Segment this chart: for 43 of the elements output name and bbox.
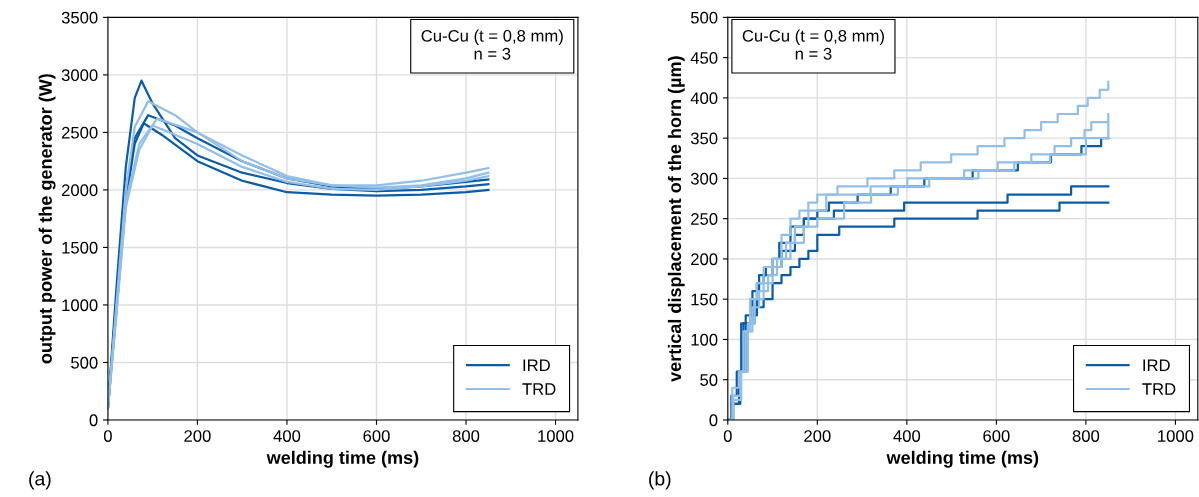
x-tick-label: 1000 bbox=[538, 430, 574, 442]
x-tick-label: 800 bbox=[452, 430, 480, 442]
legend-label: IRD bbox=[1143, 359, 1170, 371]
x-tick-label: 400 bbox=[893, 430, 921, 442]
y-tick-label: 350 bbox=[690, 132, 718, 145]
x-axis-title: welding time (ms) bbox=[266, 450, 419, 468]
text: (a) bbox=[29, 471, 51, 490]
x-axis-title: welding time (ms) bbox=[886, 450, 1039, 468]
annotation: Cu-Cu (t = 0,8 mm) n = 3 bbox=[421, 29, 563, 60]
annotation: Cu-Cu (t = 0,8 mm) n = 3 bbox=[742, 29, 884, 60]
x-tick-label: 400 bbox=[273, 430, 301, 442]
y-axis-title: vertical displacement of the horn (µm) bbox=[667, 56, 685, 382]
y-tick-label: 400 bbox=[690, 92, 718, 105]
y-tick-label: 250 bbox=[691, 213, 718, 225]
y-tick-label: 150 bbox=[691, 293, 718, 306]
y-tick-label: 450 bbox=[690, 52, 718, 64]
y-tick-label: 3500 bbox=[61, 11, 98, 24]
y-tick-label: 2000 bbox=[61, 184, 98, 197]
x-tick-label: 800 bbox=[1072, 430, 1100, 442]
y-tick-label: 3000 bbox=[61, 69, 98, 82]
y-tick-label: 1000 bbox=[62, 299, 98, 312]
y-tick-label: 500 bbox=[71, 356, 98, 369]
y-tick-label: 500 bbox=[690, 11, 718, 24]
legend-label: TRD bbox=[522, 383, 556, 395]
y-tick-label: 2500 bbox=[61, 126, 98, 139]
y-tick-label: 0 bbox=[709, 414, 718, 427]
x-tick-label: 600 bbox=[363, 430, 390, 442]
x-tick-label: 600 bbox=[983, 430, 1010, 442]
x-tick-label: 200 bbox=[804, 430, 831, 442]
y-tick-label: 50 bbox=[700, 374, 718, 386]
y-axis-title: output power of the generator (W) bbox=[38, 74, 56, 364]
legend-label: IRD bbox=[523, 359, 550, 371]
y-tick-label: 0 bbox=[89, 414, 98, 427]
x-tick-label: 200 bbox=[184, 430, 211, 442]
legend-label: TRD bbox=[1142, 383, 1176, 395]
x-tick-label: 0 bbox=[723, 430, 732, 442]
x-tick-label: 1000 bbox=[1158, 430, 1194, 442]
y-tick-label: 1500 bbox=[62, 241, 98, 254]
text: (b) bbox=[649, 471, 671, 490]
y-tick-label: 300 bbox=[690, 172, 718, 185]
y-tick-label: 200 bbox=[691, 253, 718, 266]
y-tick-label: 100 bbox=[691, 333, 718, 346]
x-tick-label: 0 bbox=[103, 430, 112, 442]
